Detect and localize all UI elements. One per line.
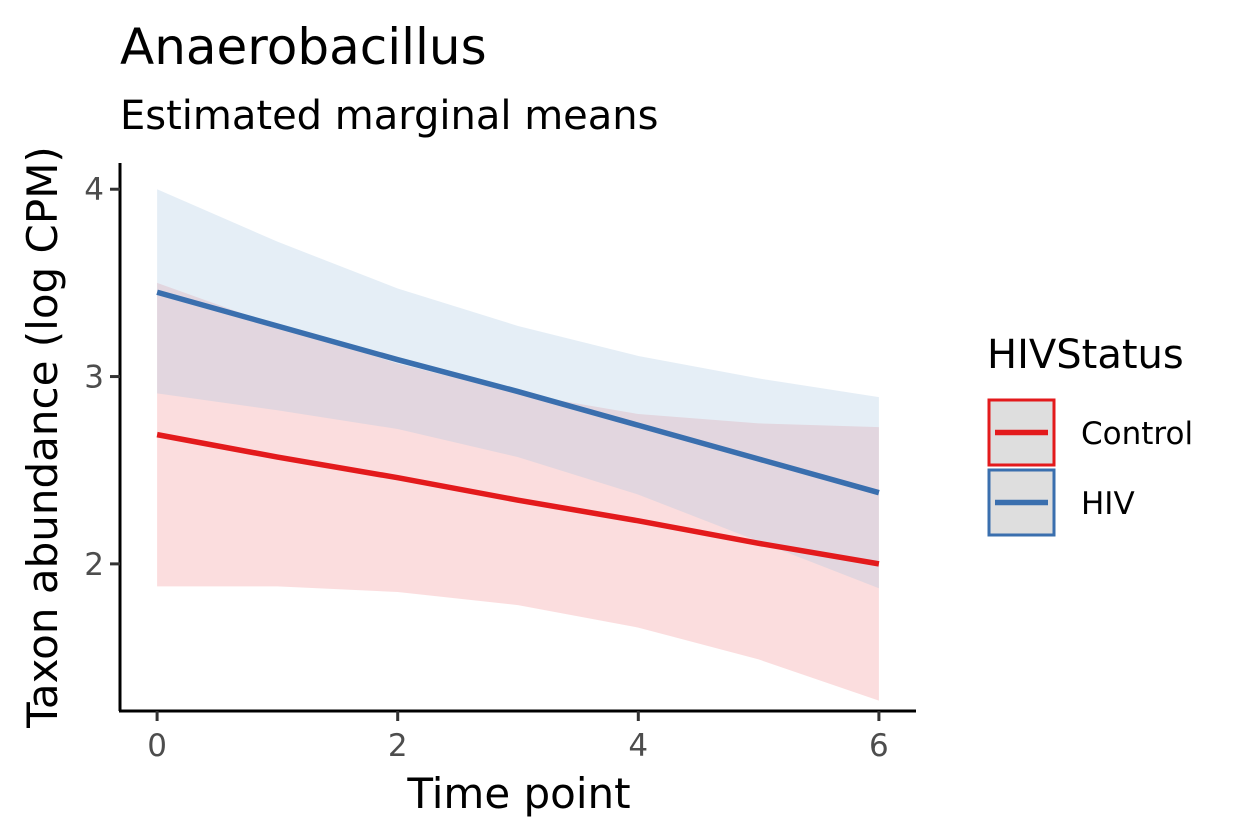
x-tick-label: 2 — [388, 728, 408, 764]
confidence-bands — [157, 189, 879, 701]
x-ticks: 0 2 4 6 — [147, 711, 889, 764]
y-tick-label: 4 — [84, 172, 104, 208]
confidence-band-control — [157, 282, 879, 701]
legend-title: HIVStatus — [987, 332, 1184, 378]
y-axis-title: Taxon abundance (log CPM) — [18, 146, 67, 729]
x-tick-label: 6 — [869, 728, 889, 764]
x-axis-title: Time point — [406, 769, 630, 818]
chart-subtitle: Estimated marginal means — [120, 93, 658, 139]
x-tick-label: 0 — [147, 728, 167, 764]
series-line-hiv — [156, 289, 880, 496]
x-tick-label: 4 — [628, 728, 648, 764]
series-line-control — [156, 431, 880, 567]
series-lines — [156, 289, 880, 567]
legend-label: Control — [1081, 416, 1193, 452]
y-ticks: 2 3 4 — [84, 172, 120, 583]
y-tick-label: 3 — [84, 360, 104, 396]
axes — [118, 163, 916, 713]
legend-item-control: Control — [987, 398, 1193, 467]
chart-title: Anaerobacillus — [120, 18, 487, 76]
legend-label: HIV — [1081, 486, 1135, 522]
y-tick-label: 2 — [84, 547, 104, 583]
legend: HIVStatus Control HIV — [987, 332, 1193, 537]
legend-items: Control HIV — [987, 398, 1193, 537]
legend-item-hiv: HIV — [987, 468, 1135, 537]
